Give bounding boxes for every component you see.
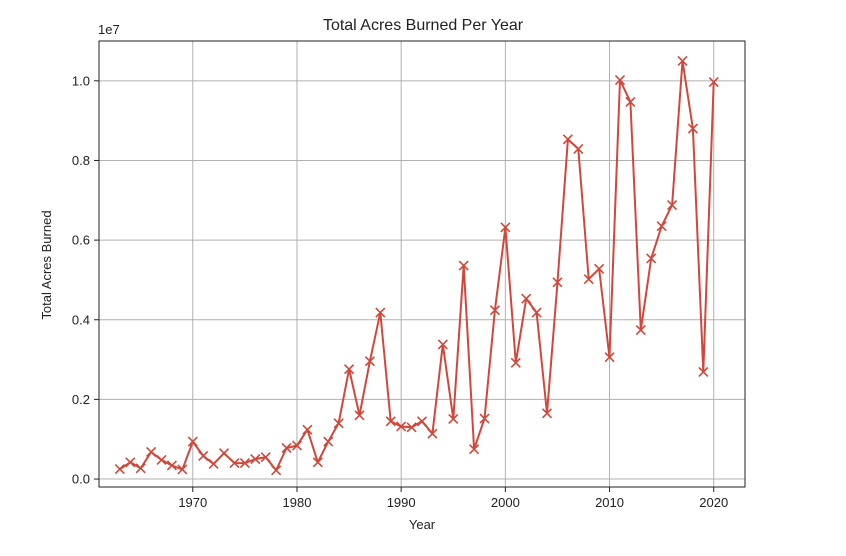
data-point-marker: [364, 356, 375, 367]
y-tick-label: 0.6: [72, 233, 90, 248]
data-point-marker: [416, 416, 428, 427]
data-point-marker: [281, 442, 292, 454]
plot-frame: [98, 40, 746, 488]
data-point-marker: [521, 293, 532, 304]
data-point-marker: [406, 422, 417, 433]
y-tick-label: 0.8: [72, 153, 90, 168]
y-tick-label: 0.2: [72, 392, 90, 407]
data-point-marker: [573, 143, 584, 154]
data-point-marker: [250, 454, 261, 465]
data-point-marker: [489, 305, 501, 316]
data-point-marker: [125, 457, 136, 468]
data-point-marker: [396, 421, 407, 432]
data-point-marker: [448, 413, 459, 424]
data-point-marker: [656, 221, 667, 232]
data-point-marker: [531, 307, 542, 318]
data-point-marker: [166, 460, 178, 471]
data-point-marker: [229, 458, 240, 469]
x-tick-label: 2000: [491, 495, 520, 510]
data-point-marker: [177, 464, 188, 475]
y-offset-label: 1e7: [98, 22, 120, 37]
data-point-marker: [594, 263, 605, 274]
data-point-marker: [604, 352, 615, 363]
data-point-marker: [635, 325, 646, 336]
y-axis-ticks: 0.0 0.2 0.4 0.6 0.8 1.0: [72, 73, 99, 487]
data-point-marker: [114, 464, 125, 475]
data-point-marker: [687, 123, 698, 134]
data-point-marker: [343, 364, 355, 375]
x-tick-label: 1980: [283, 495, 312, 510]
y-tick-label: 0.0: [72, 472, 90, 487]
data-point-marker: [625, 96, 636, 107]
data-point-marker: [666, 199, 678, 211]
data-point-marker: [562, 134, 573, 145]
series-line: [119, 59, 715, 472]
data-point-marker: [156, 454, 167, 465]
data-point-marker: [146, 446, 157, 458]
data-point-marker: [708, 76, 719, 88]
data-point-marker: [541, 408, 553, 419]
data-point-marker: [291, 440, 303, 451]
data-point-marker: [187, 436, 198, 447]
data-point-marker: [500, 222, 511, 233]
data-point-marker: [583, 274, 594, 285]
x-axis-label: Year: [409, 517, 436, 532]
data-point-marker: [510, 357, 521, 368]
data-point-marker: [469, 444, 480, 455]
x-tick-label: 2020: [699, 495, 728, 510]
data-point-marker: [375, 307, 386, 318]
data-point-marker: [323, 436, 334, 447]
data-point-marker: [677, 55, 688, 66]
y-tick-label: 1.0: [72, 73, 90, 88]
data-point-marker: [698, 366, 709, 377]
chart-title: Total Acres Burned Per Year: [323, 17, 524, 34]
data-point-marker: [646, 253, 657, 264]
data-point-marker: [208, 458, 219, 469]
data-point-marker: [302, 424, 313, 435]
data-point-marker: [239, 458, 250, 469]
y-axis-label: Total Acres Burned: [39, 210, 54, 319]
data-point-marker: [135, 463, 146, 474]
x-axis-ticks: 1970 1980 1990 2000 2010 2020: [178, 487, 728, 510]
data-point-marker: [458, 260, 469, 271]
y-tick-label: 0.4: [72, 312, 90, 327]
data-point-marker: [614, 74, 626, 86]
data-point-marker: [552, 277, 563, 288]
data-point-marker: [427, 428, 438, 439]
data-point-marker: [333, 418, 344, 429]
data-point-marker: [312, 457, 323, 468]
x-tick-label: 1990: [387, 495, 416, 510]
data-point-marker: [271, 465, 282, 476]
data-point-marker: [354, 410, 365, 421]
data-series: [114, 55, 719, 476]
data-point-marker: [260, 452, 271, 463]
data-point-marker: [385, 416, 396, 427]
x-tick-label: 1970: [178, 495, 207, 510]
data-point-marker: [198, 450, 209, 462]
data-point-marker: [437, 339, 448, 350]
data-point-marker: [218, 448, 230, 459]
data-point-marker: [479, 413, 490, 424]
x-tick-label: 2010: [595, 495, 624, 510]
